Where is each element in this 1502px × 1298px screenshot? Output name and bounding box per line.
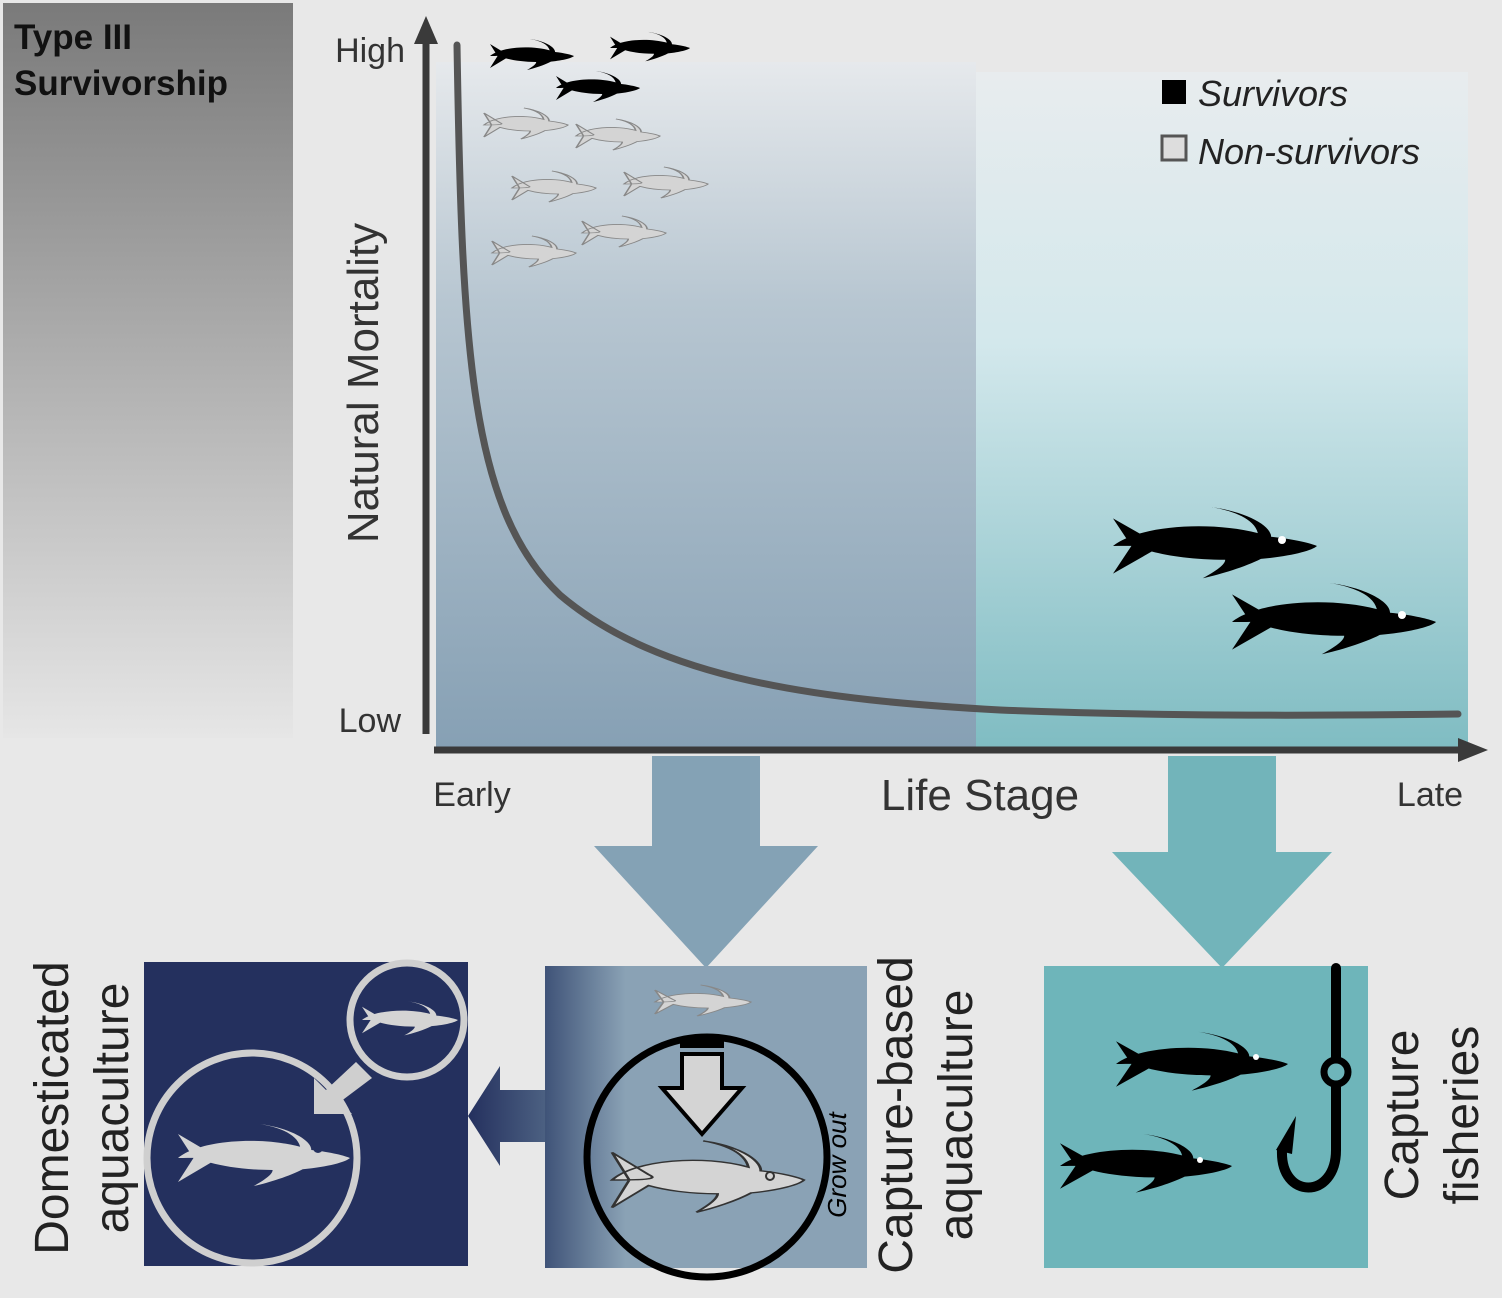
- capture-fisheries-label-line-2: fisheries: [1436, 1026, 1489, 1205]
- early-stage-region: [436, 62, 976, 750]
- late-survivor-fish-group: [1113, 506, 1436, 655]
- domesticated-aquaculture-box: [144, 962, 468, 1266]
- domesticated-small-circle: [346, 959, 468, 1081]
- grow-out-label: Grow out: [822, 1110, 852, 1217]
- domesticated-diagonal-arrow: [314, 1062, 372, 1114]
- y-axis: [414, 16, 438, 734]
- late-stage-region: [976, 72, 1468, 750]
- capture-fisheries-label-line-1: Capture: [1376, 1030, 1429, 1201]
- panel-title-line-1: Type III: [14, 18, 132, 57]
- domesticated-label-line-2: aquaculture: [86, 983, 139, 1234]
- x-axis: [434, 738, 1488, 762]
- grow-out-down-arrow: [657, 1040, 747, 1138]
- x-axis-late-label: Late: [1397, 776, 1463, 814]
- fish-icon: [610, 31, 690, 62]
- x-axis-title: Life Stage: [881, 771, 1079, 820]
- legend-non-survivors-label: Non-survivors: [1198, 131, 1420, 172]
- y-axis-title: Natural Mortality: [339, 223, 388, 543]
- legend-non-survivors-swatch: [1160, 134, 1188, 162]
- capture-based-label-line-2: aquaculture: [930, 990, 983, 1241]
- legend: Survivors Non-survivors: [1160, 73, 1420, 172]
- y-axis-low-label: Low: [339, 702, 402, 740]
- capture-to-domesticated-arrow: [468, 1066, 548, 1166]
- capture-based-label-line-1: Capture-based: [870, 956, 923, 1274]
- early-stage-down-arrow: [594, 756, 818, 968]
- y-axis-high-label: High: [335, 32, 405, 70]
- late-stage-down-arrow: [1112, 756, 1332, 968]
- mortality-curve: [453, 41, 1462, 719]
- legend-survivors-swatch: [1162, 80, 1186, 104]
- domesticated-label-line-1: Domesticated: [26, 961, 79, 1254]
- legend-survivors-label: Survivors: [1198, 73, 1348, 114]
- domesticated-large-circle: [143, 1049, 361, 1267]
- x-axis-early-label: Early: [433, 776, 510, 814]
- fishing-hook-icon: [1276, 963, 1352, 1193]
- grow-out-pen-circle: [583, 1033, 831, 1281]
- capture-fisheries-box: [1044, 966, 1368, 1268]
- panel-title-line-2: Survivorship: [14, 64, 228, 103]
- survivorship-panel-background: [3, 3, 293, 738]
